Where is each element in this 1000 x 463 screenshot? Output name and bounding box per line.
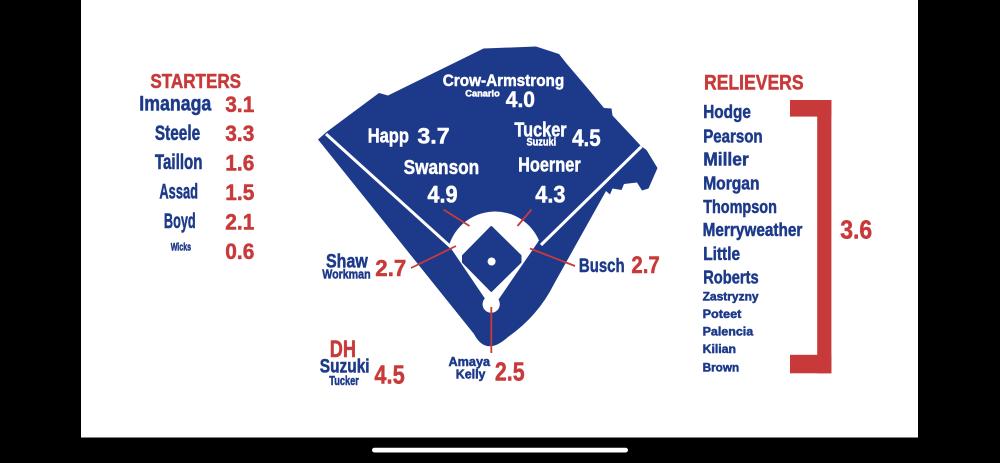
svg-text:Miller: Miller bbox=[703, 150, 749, 170]
svg-text:Tucker: Tucker bbox=[329, 373, 359, 388]
svg-text:Wicks: Wicks bbox=[171, 241, 191, 253]
svg-text:Steele: Steele bbox=[155, 122, 200, 145]
svg-text:Suzuki: Suzuki bbox=[526, 136, 556, 148]
svg-text:Kilian: Kilian bbox=[703, 342, 736, 356]
svg-text:2.5: 2.5 bbox=[495, 356, 525, 386]
svg-text:Palencia: Palencia bbox=[703, 324, 754, 338]
svg-text:Kelly: Kelly bbox=[456, 366, 486, 381]
svg-text:RELIEVERS: RELIEVERS bbox=[704, 72, 804, 95]
svg-text:0.6: 0.6 bbox=[225, 239, 254, 264]
svg-text:Pearson: Pearson bbox=[703, 127, 762, 147]
svg-text:4.3: 4.3 bbox=[535, 182, 565, 209]
svg-text:3.7: 3.7 bbox=[417, 124, 449, 149]
svg-text:2.7: 2.7 bbox=[631, 252, 659, 279]
svg-text:3.6: 3.6 bbox=[840, 216, 872, 244]
svg-text:Hoerner: Hoerner bbox=[518, 155, 581, 177]
svg-text:3.1: 3.1 bbox=[225, 92, 254, 117]
svg-text:Imanaga: Imanaga bbox=[139, 92, 211, 115]
svg-text:Amaya: Amaya bbox=[449, 354, 491, 369]
svg-text:Morgan: Morgan bbox=[703, 174, 759, 194]
svg-text:Merryweather: Merryweather bbox=[703, 220, 803, 240]
svg-text:DH: DH bbox=[330, 336, 356, 363]
svg-text:STARTERS: STARTERS bbox=[150, 70, 241, 93]
svg-text:Assad: Assad bbox=[159, 181, 198, 204]
svg-text:3.3: 3.3 bbox=[225, 121, 254, 146]
svg-text:2.1: 2.1 bbox=[225, 209, 254, 234]
svg-text:Hodge: Hodge bbox=[703, 102, 751, 122]
svg-text:Roberts: Roberts bbox=[703, 268, 759, 288]
svg-text:Tucker: Tucker bbox=[514, 120, 566, 142]
svg-text:Shaw: Shaw bbox=[326, 252, 368, 273]
svg-text:Canario: Canario bbox=[465, 89, 500, 99]
svg-text:Busch: Busch bbox=[579, 255, 625, 277]
svg-text:4.9: 4.9 bbox=[427, 182, 457, 209]
svg-text:Brown: Brown bbox=[703, 360, 740, 374]
svg-text:Thompson: Thompson bbox=[703, 197, 777, 217]
svg-text:Swanson: Swanson bbox=[404, 157, 480, 179]
svg-text:Zastryzny: Zastryzny bbox=[703, 290, 759, 304]
svg-text:Taillon: Taillon bbox=[155, 151, 203, 174]
svg-text:Boyd: Boyd bbox=[164, 210, 196, 233]
svg-text:Little: Little bbox=[703, 244, 740, 264]
svg-text:1.5: 1.5 bbox=[225, 180, 254, 205]
svg-text:4.5: 4.5 bbox=[572, 126, 601, 152]
svg-text:1.6: 1.6 bbox=[225, 151, 254, 176]
svg-text:Happ: Happ bbox=[368, 124, 409, 147]
svg-text:2.7: 2.7 bbox=[375, 255, 406, 281]
svg-text:Suzuki: Suzuki bbox=[320, 356, 370, 377]
svg-text:Crow-Armstrong: Crow-Armstrong bbox=[443, 71, 565, 90]
svg-text:Workman: Workman bbox=[322, 266, 370, 281]
svg-text:Poteet: Poteet bbox=[703, 307, 742, 321]
svg-text:4.5: 4.5 bbox=[374, 360, 404, 390]
svg-text:4.0: 4.0 bbox=[506, 87, 535, 112]
